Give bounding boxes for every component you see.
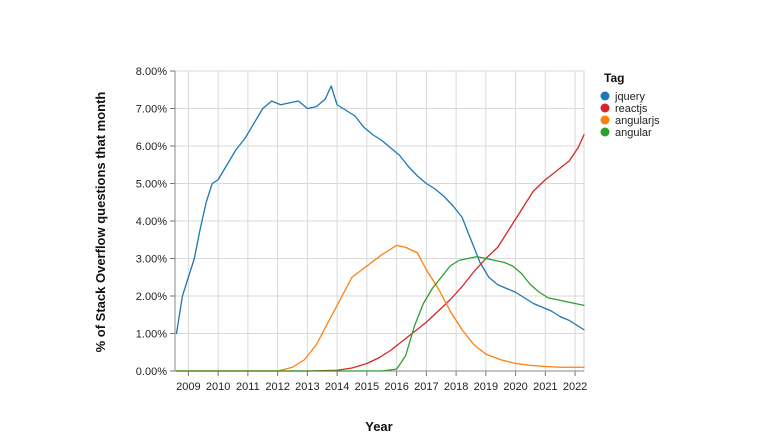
y-tick-label: 7.00% — [136, 104, 167, 116]
x-tick-label: 2020 — [503, 381, 527, 393]
x-tick-label: 2009 — [176, 381, 200, 393]
legend-label: angular — [615, 127, 652, 139]
y-tick-label: 8.00% — [136, 66, 167, 78]
y-tick-label: 2.00% — [136, 291, 167, 303]
x-axis-title: Year — [365, 419, 392, 434]
x-tick-label: 2018 — [444, 381, 468, 393]
legend-item-angular: angular — [600, 127, 652, 139]
legend-item-jquery: jquery — [600, 91, 645, 103]
y-tick-label: 0.00% — [136, 366, 167, 378]
y-axis-title: % of Stack Overflow questions that month — [93, 92, 108, 353]
axes-layer: 2009 2010 2011 2012 2013 2014 2015 2016 2017 2018… — [136, 66, 588, 393]
legend-label: angularjs — [615, 115, 660, 127]
x-tick-label: 2019 — [474, 381, 498, 393]
x-tick-label: 2021 — [533, 381, 557, 393]
legend-label: jquery — [614, 91, 645, 103]
x-tick-label: 2022 — [563, 381, 587, 393]
x-tick-label: 2017 — [414, 381, 438, 393]
x-tick-label: 2014 — [325, 381, 349, 393]
legend-swatch — [600, 115, 610, 125]
legend-label: reactjs — [615, 103, 648, 115]
legend-swatch — [600, 127, 610, 137]
y-tick-label: 6.00% — [136, 141, 167, 153]
legend-item-angularjs: angularjs — [600, 115, 660, 127]
legend-item-reactjs: reactjs — [600, 103, 648, 115]
y-tick-label: 5.00% — [136, 179, 167, 191]
y-tick-label: 1.00% — [136, 329, 167, 341]
legend-swatch — [600, 103, 610, 113]
x-tick-label: 2011 — [236, 381, 260, 393]
y-tick-label: 4.00% — [136, 216, 167, 228]
x-tick-label: 2016 — [384, 381, 408, 393]
x-tick-label: 2015 — [355, 381, 379, 393]
series-layer — [175, 85, 585, 372]
legend-swatch — [600, 91, 610, 101]
grid-layer — [174, 70, 585, 372]
series-line-angular — [175, 255, 585, 372]
series-line-reactjs — [175, 134, 585, 372]
legend-title: Tag — [604, 71, 624, 85]
series-line-jquery — [175, 85, 585, 335]
x-tick-label: 2012 — [265, 381, 289, 393]
series-line-angularjs — [175, 244, 585, 372]
y-tick-label: 3.00% — [136, 254, 167, 266]
x-tick-label: 2013 — [295, 381, 319, 393]
x-tick-label: 2010 — [206, 381, 230, 393]
